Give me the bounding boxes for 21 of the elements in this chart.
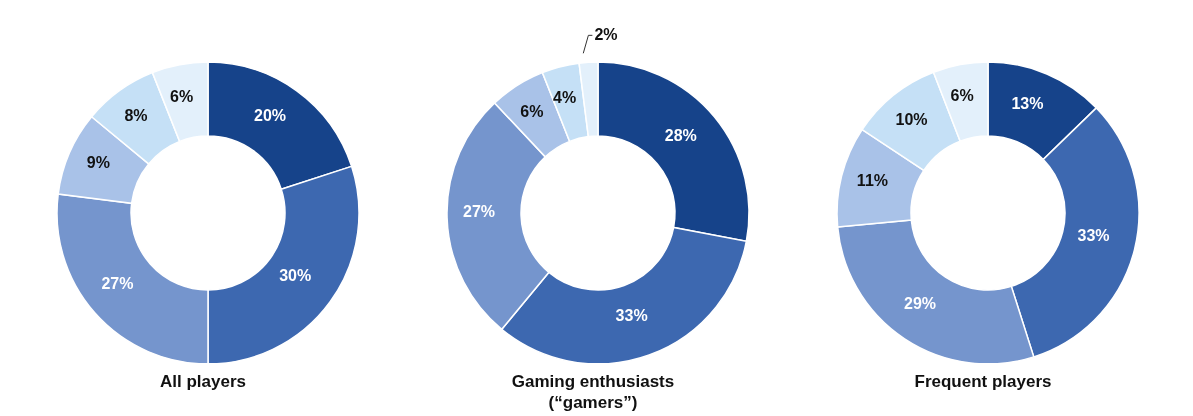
- data-label: 29%: [904, 294, 937, 312]
- data-label: 6%: [170, 87, 194, 105]
- data-label: 27%: [463, 203, 496, 221]
- data-label: 11%: [856, 171, 889, 189]
- text: Frequent players: [914, 371, 1052, 392]
- data-label: 13%: [1011, 94, 1044, 112]
- data-label: 33%: [615, 306, 648, 324]
- data-label: 33%: [1077, 227, 1110, 245]
- data-label: 8%: [124, 107, 148, 125]
- data-label: 4%: [553, 89, 577, 107]
- data-label: 10%: [895, 110, 928, 128]
- data-label: 6%: [950, 87, 974, 105]
- data-label: 9%: [86, 154, 110, 172]
- data-label: 2%: [594, 26, 618, 44]
- text: Gaming enthusiasts (“gamers”): [510, 371, 676, 413]
- data-label: 20%: [253, 107, 287, 125]
- data-label: 27%: [101, 274, 134, 292]
- data-label: 6%: [520, 103, 544, 121]
- data-label: 28%: [664, 126, 697, 144]
- data-label: 30%: [279, 266, 312, 284]
- text: All players: [160, 371, 246, 392]
